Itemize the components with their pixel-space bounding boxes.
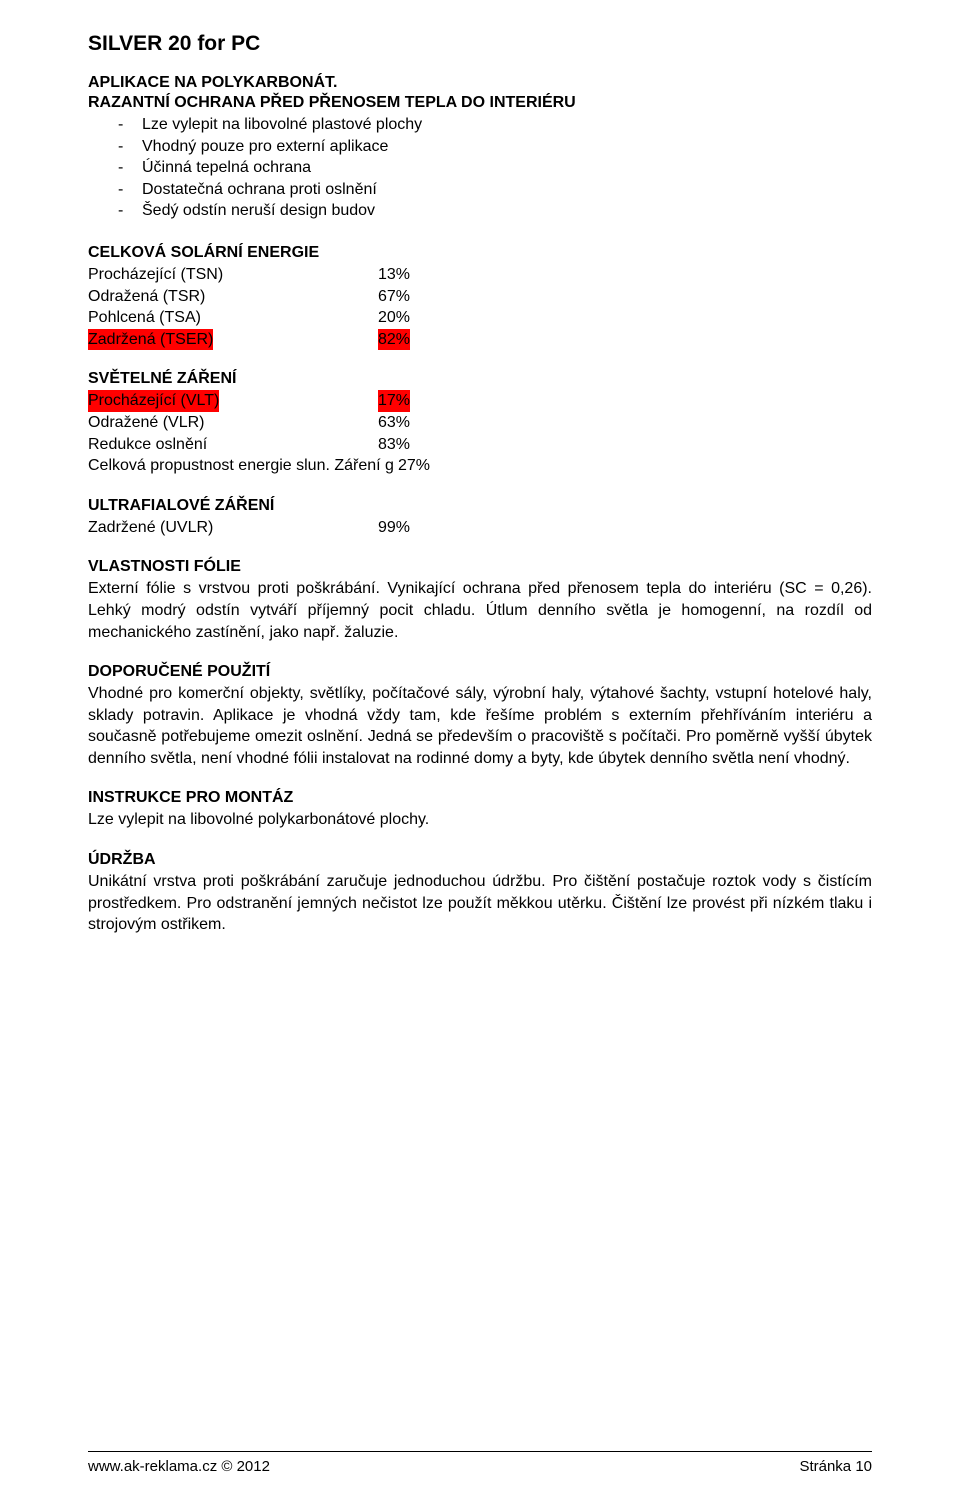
bullet-item: Šedý odstín neruší design budov: [142, 200, 872, 222]
document-page: SILVER 20 for PC APLIKACE NA POLYKARBONÁ…: [0, 0, 960, 1507]
product-title: SILVER 20 for PC: [88, 32, 872, 56]
footer-right: Stránka 10: [799, 1458, 872, 1475]
row-label: Pohlcená (TSA): [88, 307, 378, 329]
light-row-merged: Celková propustnost energie slun. Záření…: [88, 455, 872, 477]
row-label: Procházející (VLT): [88, 390, 378, 412]
row-value: 20%: [378, 307, 410, 329]
application-bullets: Lze vylepit na libovolné plastové plochy…: [88, 114, 872, 222]
row-label: Procházející (TSN): [88, 264, 378, 286]
install-text: Lze vylepit na libovolné polykarbonátové…: [88, 809, 872, 831]
row-value: 17%: [378, 390, 410, 412]
usage-heading: DOPORUČENÉ POUŽITÍ: [88, 663, 872, 681]
uv-row: Zadržené (UVLR) 99%: [88, 517, 872, 539]
light-row-highlight: Procházející (VLT) 17%: [88, 390, 872, 412]
application-heading: APLIKACE NA POLYKARBONÁT.: [88, 74, 872, 92]
row-value: 13%: [378, 264, 410, 286]
row-value: 27%: [398, 455, 430, 477]
solar-row: Pohlcená (TSA) 20%: [88, 307, 872, 329]
bullet-item: Účinná tepelná ochrana: [142, 157, 872, 179]
properties-text: Externí fólie s vrstvou proti poškrábání…: [88, 578, 872, 643]
bullet-item: Lze vylepit na libovolné plastové plochy: [142, 114, 872, 136]
bullet-item: Dostatečná ochrana proti oslnění: [142, 179, 872, 201]
row-label: Celková propustnost energie slun. Záření…: [88, 455, 394, 477]
row-label: Zadržené (UVLR): [88, 517, 378, 539]
properties-heading: VLASTNOSTI FÓLIE: [88, 558, 872, 576]
bullet-item: Vhodný pouze pro externí aplikace: [142, 136, 872, 158]
solar-heading: CELKOVÁ SOLÁRNÍ ENERGIE: [88, 244, 872, 262]
row-value: 63%: [378, 412, 410, 434]
solar-row-highlight: Zadržená (TSER) 82%: [88, 329, 872, 351]
application-subheading: RAZANTNÍ OCHRANA PŘED PŘENOSEM TEPLA DO …: [88, 94, 872, 112]
row-label: Odražené (VLR): [88, 412, 378, 434]
row-value: 67%: [378, 286, 410, 308]
row-label: Odražená (TSR): [88, 286, 378, 308]
solar-row: Odražená (TSR) 67%: [88, 286, 872, 308]
row-value: 83%: [378, 434, 410, 456]
maintenance-heading: ÚDRŽBA: [88, 851, 872, 869]
page-footer: www.ak-reklama.cz © 2012 Stránka 10: [88, 1451, 872, 1475]
usage-text: Vhodné pro komerční objekty, světlíky, p…: [88, 683, 872, 769]
row-value: 82%: [378, 329, 410, 351]
footer-left: www.ak-reklama.cz © 2012: [88, 1458, 270, 1475]
row-label: Redukce oslnění: [88, 434, 378, 456]
light-heading: SVĚTELNÉ ZÁŘENÍ: [88, 370, 872, 388]
maintenance-text: Unikátní vrstva proti poškrábání zaručuj…: [88, 871, 872, 936]
solar-row: Procházející (TSN) 13%: [88, 264, 872, 286]
row-value: 99%: [378, 517, 410, 539]
light-row: Redukce oslnění 83%: [88, 434, 872, 456]
light-row: Odražené (VLR) 63%: [88, 412, 872, 434]
uv-heading: ULTRAFIALOVÉ ZÁŘENÍ: [88, 497, 872, 515]
row-label: Zadržená (TSER): [88, 329, 378, 351]
install-heading: INSTRUKCE PRO MONTÁZ: [88, 789, 872, 807]
